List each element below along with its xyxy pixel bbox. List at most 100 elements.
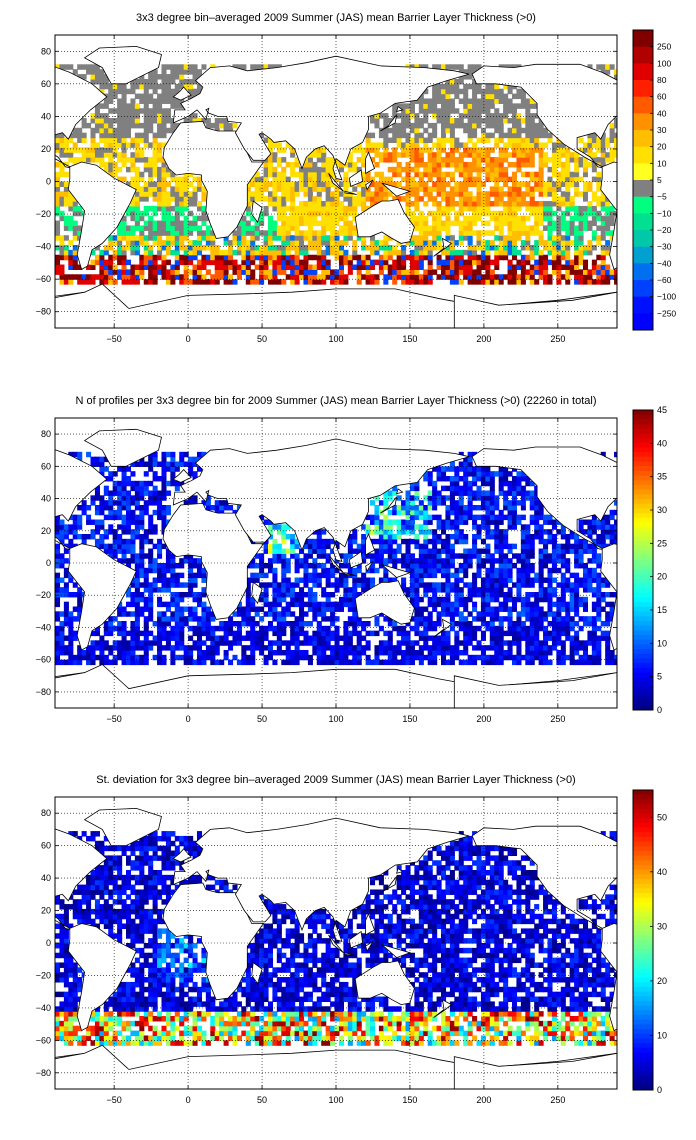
data-cell [130, 621, 136, 627]
data-cell [81, 654, 87, 661]
data-cell [55, 572, 61, 579]
data-cell [485, 122, 491, 129]
data-cell [183, 78, 189, 85]
data-cell [281, 553, 287, 559]
data-cell [401, 103, 407, 109]
data-cell [174, 83, 180, 90]
data-cell [538, 215, 544, 222]
data-cell [569, 220, 575, 227]
data-cell [99, 113, 105, 119]
data-cell [267, 215, 274, 222]
data-cell [188, 461, 194, 467]
data-cell [196, 230, 203, 236]
data-cell [108, 108, 114, 114]
data-cell [418, 176, 424, 183]
data-cell [507, 152, 513, 158]
data-cell [485, 264, 491, 270]
data-cell [503, 210, 509, 217]
data-cell [405, 645, 411, 651]
data-cell [192, 225, 198, 231]
data-cell [241, 650, 247, 656]
data-cell [94, 654, 100, 661]
data-cell [587, 186, 593, 192]
data-cell [170, 220, 176, 227]
data-cell [174, 69, 180, 75]
data-cell [130, 480, 136, 487]
data-cell [325, 601, 331, 608]
data-cell [507, 196, 513, 202]
data-cell [343, 259, 349, 266]
data-cell [489, 244, 495, 251]
data-cell [423, 118, 429, 124]
data-cell [152, 558, 158, 564]
data-cell [387, 495, 393, 501]
data-cell [396, 509, 402, 516]
data-cell [383, 235, 389, 241]
data-cell [139, 254, 145, 261]
data-cell [59, 215, 65, 222]
data-cell [574, 215, 580, 222]
data-cell [565, 230, 571, 236]
data-cell [441, 269, 447, 275]
data-cell [392, 625, 398, 632]
data-cell [427, 548, 433, 554]
data-cell [436, 640, 442, 646]
data-cell [578, 191, 584, 197]
data-cell [609, 152, 615, 158]
data-cell [183, 249, 189, 256]
colorbar-segment [633, 80, 653, 98]
data-cell [117, 490, 123, 496]
data-cell [210, 279, 216, 285]
data-cell [365, 645, 371, 651]
data-cell [427, 171, 433, 178]
data-cell [174, 645, 180, 651]
data-cell [143, 191, 149, 197]
data-cell [565, 161, 571, 168]
data-cell [325, 210, 331, 217]
data-cell [245, 240, 251, 246]
colorbar-tick-label: −30 [657, 242, 672, 252]
data-cell [418, 220, 424, 227]
data-cell [378, 500, 384, 506]
data-cell [250, 601, 256, 608]
data-cell [578, 210, 584, 217]
data-cell [378, 132, 384, 139]
data-cell [352, 616, 358, 622]
data-cell [188, 616, 194, 622]
data-cell [165, 269, 171, 275]
data-cell [263, 582, 269, 588]
data-cell [179, 259, 185, 266]
data-cell [139, 157, 145, 163]
data-cell [59, 171, 65, 178]
data-cell [201, 230, 207, 236]
data-cell [108, 524, 114, 530]
data-cell [72, 244, 78, 251]
data-cell [347, 269, 353, 275]
data-cell [480, 166, 486, 173]
data-cell [534, 127, 540, 134]
data-cell [170, 205, 176, 212]
data-cell [392, 147, 398, 153]
data-cell [516, 147, 522, 153]
data-cell [130, 558, 136, 564]
data-cell [272, 142, 278, 148]
data-cell [148, 108, 154, 114]
data-cell [498, 201, 504, 207]
data-cell [467, 240, 473, 246]
data-cell [307, 205, 313, 212]
data-cell [117, 259, 123, 266]
data-cell [520, 171, 526, 178]
data-cell [161, 625, 167, 632]
data-cell [352, 567, 358, 574]
data-cell [94, 122, 100, 129]
data-cell [170, 451, 176, 458]
data-cell [472, 132, 478, 139]
data-cell [183, 201, 189, 207]
data-cell [143, 534, 149, 540]
data-cell [525, 274, 531, 280]
data-cell [63, 601, 69, 608]
data-cell [232, 611, 238, 617]
data-cell [427, 587, 433, 593]
data-cell [299, 249, 305, 256]
